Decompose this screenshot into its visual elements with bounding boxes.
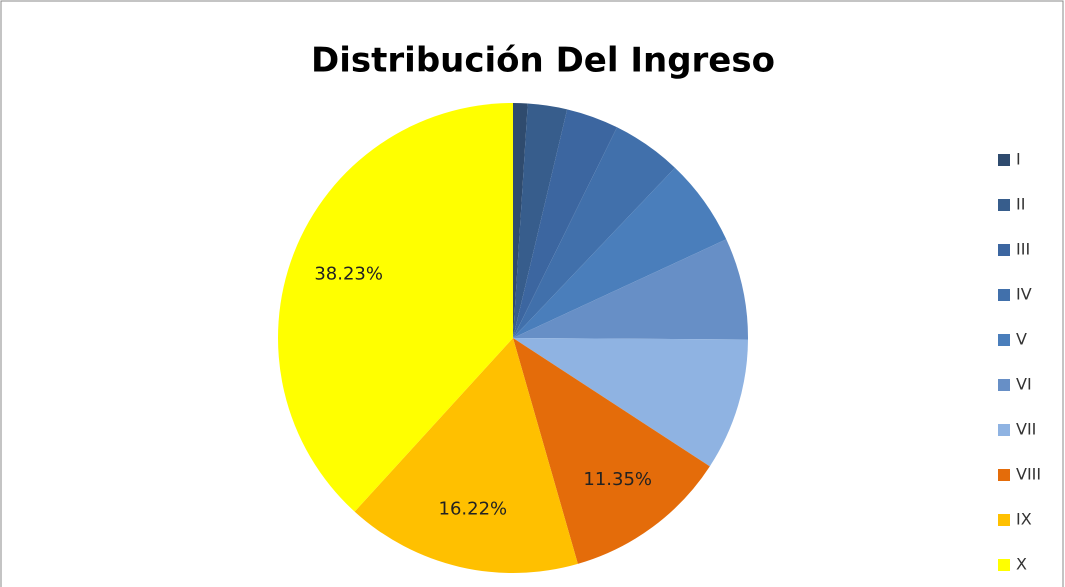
legend-label: III: [1016, 240, 1030, 259]
legend-label: IX: [1016, 510, 1032, 529]
legend-label: VI: [1016, 375, 1032, 394]
legend-label: IV: [1016, 285, 1032, 304]
legend-swatch: [998, 334, 1010, 346]
legend-label: II: [1016, 195, 1025, 214]
legend-swatch: [998, 289, 1010, 301]
legend-swatch: [998, 469, 1010, 481]
legend-label: X: [1016, 555, 1027, 574]
data-label: 38.23%: [314, 263, 383, 284]
legend-label: VIII: [1016, 465, 1041, 484]
legend-swatch: [998, 379, 1010, 391]
legend-swatch: [998, 244, 1010, 256]
chart-title: Distribución Del Ingreso: [311, 41, 775, 81]
legend-swatch: [998, 559, 1010, 571]
legend-swatch: [998, 199, 1010, 211]
legend-label: VII: [1016, 420, 1036, 439]
data-label: 16.22%: [439, 499, 508, 520]
legend-label: I: [1016, 150, 1021, 169]
legend-swatch: [998, 514, 1010, 526]
legend-swatch: [998, 154, 1010, 166]
legend-swatch: [998, 424, 1010, 436]
chart: Distribución Del Ingreso 11.35% 16.22% 38.…: [0, 0, 1065, 587]
data-label: 11.35%: [583, 469, 652, 490]
legend-label: V: [1016, 330, 1027, 349]
